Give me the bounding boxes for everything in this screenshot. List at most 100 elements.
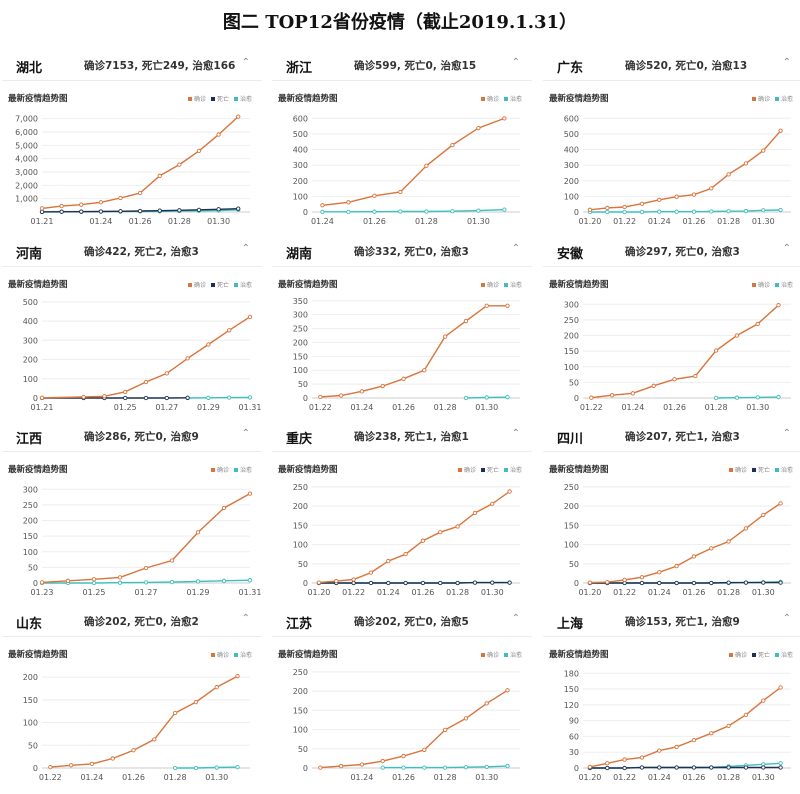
header-divider bbox=[2, 636, 262, 637]
chevron-up-icon[interactable]: ⌃ bbox=[241, 613, 250, 624]
province-stats: 确诊332, 死亡0, 治愈3 bbox=[354, 246, 469, 258]
data-point-confirmed bbox=[346, 200, 351, 205]
y-tick-label: 300 bbox=[293, 161, 308, 170]
data-point-confirmed bbox=[743, 526, 749, 531]
trend-chart: 0 50 100 150 200 250 300 350 01.22 01.24 01.26 01.2… bbox=[293, 297, 520, 412]
chart-subtitle: 最新疫情趋势图 bbox=[8, 650, 68, 660]
data-point-confirmed bbox=[755, 321, 760, 327]
chevron-up-icon[interactable]: ⌃ bbox=[241, 243, 250, 254]
series-line-confirmed bbox=[589, 502, 781, 584]
y-tick-label: 0 bbox=[574, 579, 579, 588]
y-tick-label: 150 bbox=[293, 521, 308, 530]
data-point-cured bbox=[424, 209, 429, 214]
data-point-confirmed bbox=[157, 173, 162, 178]
legend-label: 治愈 bbox=[509, 652, 522, 659]
legend-label: 确诊 bbox=[216, 467, 229, 474]
chevron-up-icon[interactable]: ⌃ bbox=[241, 428, 250, 439]
data-point-confirmed bbox=[657, 197, 662, 202]
data-point-cured bbox=[674, 209, 679, 214]
x-tick-label: 01.22 bbox=[613, 588, 636, 597]
y-tick-label: 100 bbox=[293, 192, 308, 201]
y-tick-label: 500 bbox=[23, 298, 38, 307]
data-point-confirmed bbox=[776, 303, 781, 308]
legend-label: 治愈 bbox=[780, 467, 793, 474]
legend-label: 确诊 bbox=[463, 467, 476, 474]
chevron-up-icon[interactable]: ⌃ bbox=[782, 613, 791, 624]
data-point-deaths bbox=[490, 580, 495, 585]
x-tick-label: 01.24 bbox=[89, 217, 112, 226]
data-point-confirmed bbox=[380, 383, 385, 389]
data-point-cured bbox=[346, 209, 351, 214]
chevron-up-icon[interactable]: ⌃ bbox=[511, 613, 520, 624]
legend-item-cured: 治愈 bbox=[774, 465, 793, 474]
chevron-up-icon[interactable]: ⌃ bbox=[511, 243, 520, 254]
chart-panel: 上海 确诊153, 死亡1, 治愈9 ⌃ 最新疫情趋势图 确诊 死亡 治愈 0 30 60 90 12… bbox=[543, 608, 800, 786]
chevron-up-icon[interactable]: ⌃ bbox=[782, 428, 791, 439]
province-name: 湖南 bbox=[286, 247, 313, 262]
data-point-confirmed bbox=[639, 201, 645, 206]
chevron-up-icon[interactable]: ⌃ bbox=[511, 428, 520, 439]
header-divider bbox=[543, 636, 800, 637]
data-point-cured bbox=[195, 579, 201, 584]
x-tick-label: 01.29 bbox=[197, 403, 220, 412]
data-point-cured bbox=[235, 764, 240, 770]
y-tick-label: 250 bbox=[293, 668, 308, 677]
series-line-confirmed bbox=[318, 490, 511, 584]
chevron-up-icon[interactable]: ⌃ bbox=[511, 57, 520, 68]
data-point-confirmed bbox=[651, 383, 656, 388]
data-point-cured bbox=[398, 209, 403, 214]
data-point-confirmed bbox=[422, 747, 427, 753]
y-tick-label: 0 bbox=[574, 394, 579, 403]
data-point-deaths bbox=[639, 580, 645, 586]
data-point-confirmed bbox=[605, 205, 610, 211]
x-tick-label: 01.26 bbox=[129, 217, 152, 226]
province-stats: 确诊207, 死亡1, 治愈3 bbox=[625, 431, 740, 443]
data-point-deaths bbox=[657, 580, 662, 586]
chart-legend: 确诊 治愈 bbox=[751, 94, 793, 103]
data-point-deaths bbox=[216, 207, 221, 212]
trend-chart: 0 30 60 90 120 150 180 01.20 01.22 01.24 01.26 01.2… bbox=[564, 669, 791, 782]
data-point-confirmed bbox=[172, 710, 178, 716]
chevron-up-icon[interactable]: ⌃ bbox=[241, 57, 250, 68]
legend-item-cured: 治愈 bbox=[503, 650, 522, 659]
series-line-cured bbox=[716, 396, 779, 399]
y-tick-label: 250 bbox=[564, 483, 579, 492]
x-tick-label: 01.26 bbox=[392, 773, 415, 782]
trend-chart: 0 50 100 150 200 250 01.20 01.22 01.24 01.26 01.28… bbox=[564, 483, 791, 597]
data-point-confirmed bbox=[227, 328, 232, 333]
header-divider bbox=[543, 266, 800, 267]
x-tick-label: 01.24 bbox=[80, 773, 103, 782]
trend-chart: 0 100 200 300 400 500 01.21 01.25 01.27 01.29 01.3… bbox=[23, 298, 262, 412]
province-stats: 确诊599, 死亡0, 治愈15 bbox=[354, 60, 477, 72]
x-tick-label: 01.25 bbox=[114, 403, 137, 412]
legend-label: 确诊 bbox=[734, 652, 747, 659]
chart-legend: 确诊 治愈 bbox=[480, 280, 522, 289]
data-point-cured bbox=[734, 395, 740, 400]
data-point-confirmed bbox=[152, 737, 157, 742]
data-point-deaths bbox=[743, 765, 749, 770]
chart-subtitle: 最新疫情趋势图 bbox=[8, 465, 68, 475]
province-name: 安徽 bbox=[557, 247, 584, 262]
legend-item-confirmed: 确诊 bbox=[751, 94, 770, 103]
legend-swatch bbox=[480, 282, 485, 287]
data-point-cured bbox=[778, 207, 783, 213]
chevron-up-icon[interactable]: ⌃ bbox=[782, 243, 791, 254]
data-point-confirmed bbox=[761, 698, 766, 703]
data-point-cured bbox=[221, 578, 227, 583]
data-point-deaths bbox=[691, 580, 697, 586]
legend-label: 死亡 bbox=[216, 96, 229, 103]
province-name: 广东 bbox=[557, 61, 584, 76]
chevron-up-icon[interactable]: ⌃ bbox=[782, 57, 791, 68]
data-point-confirmed bbox=[169, 558, 175, 563]
province-name: 江苏 bbox=[286, 617, 313, 632]
data-point-confirmed bbox=[657, 748, 662, 753]
series-line-confirmed bbox=[320, 305, 508, 398]
y-tick-label: 50 bbox=[28, 741, 38, 750]
header-divider bbox=[272, 636, 532, 637]
data-point-confirmed bbox=[117, 575, 123, 580]
legend-swatch bbox=[480, 652, 485, 657]
data-point-deaths bbox=[157, 208, 162, 213]
x-tick-label: 01.26 bbox=[682, 773, 705, 782]
data-point-confirmed bbox=[338, 393, 344, 398]
province-stats: 确诊238, 死亡1, 治愈1 bbox=[354, 431, 469, 443]
